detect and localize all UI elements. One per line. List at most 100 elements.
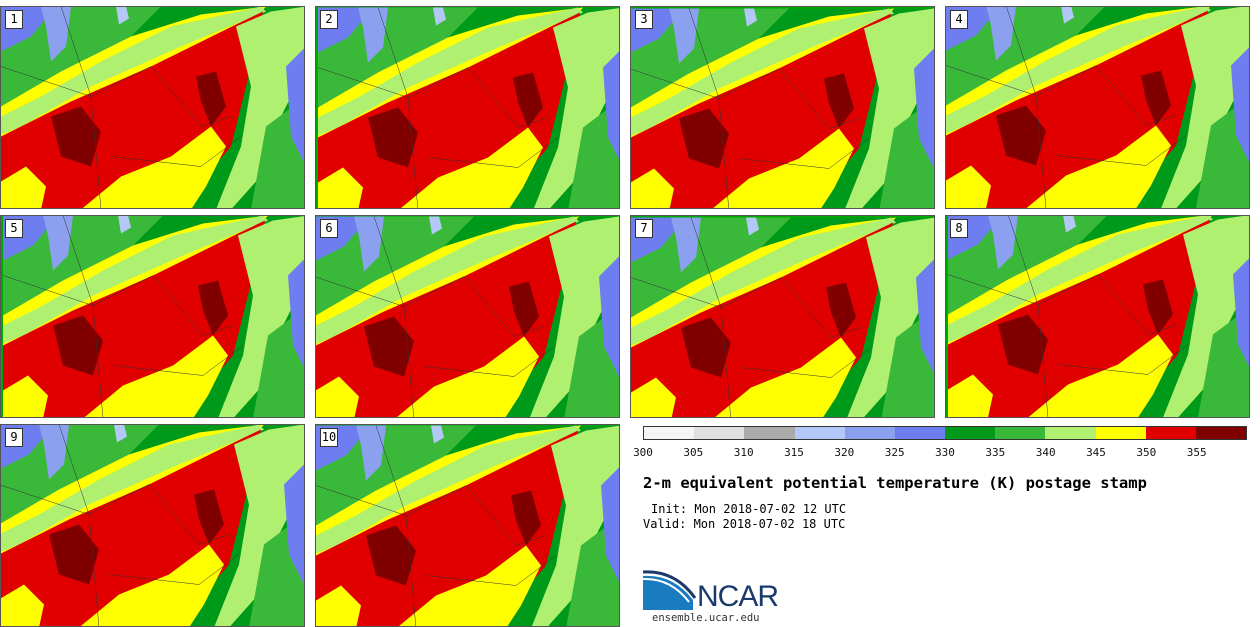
map-contour-region [847, 217, 934, 417]
map-contour-region [631, 8, 789, 117]
map-contour-region [1161, 7, 1249, 208]
map-boundary-line [778, 68, 860, 129]
colorbar-segment [794, 427, 845, 439]
map-boundary-line [1057, 344, 1189, 375]
colorbar-segment [644, 427, 695, 439]
map-contour-region [1143, 279, 1173, 335]
map-contour-region [116, 7, 129, 25]
map-contour-region [1, 7, 266, 135]
map-contour-region [826, 282, 856, 338]
map-contour-region [318, 7, 583, 136]
colorbar-segment [694, 427, 745, 439]
ensemble-member-map: 7 [630, 215, 935, 418]
map-boundary-line [740, 347, 872, 378]
map-boundary-line [1008, 216, 1049, 417]
map-contour-region [948, 216, 1213, 343]
colorbar-tick-label: 325 [884, 446, 905, 459]
colorbar-segment [1195, 427, 1247, 439]
map-contour-region [318, 167, 363, 208]
member-label: 10 [320, 428, 338, 447]
map-5 [2, 216, 304, 417]
map-boundary-line [780, 277, 862, 338]
map-contour-region [513, 72, 543, 128]
plot-title: 2-m equivalent potential temperature (K)… [643, 474, 1147, 492]
ensemble-member-map: 3 [630, 6, 935, 209]
map-contour-region [599, 256, 619, 377]
map-contour-region [401, 127, 543, 208]
ensemble-member-map: 2 [315, 6, 620, 209]
map-contour-region [669, 8, 699, 64]
map-contour-region [216, 7, 304, 208]
map-contour-region [946, 7, 1211, 134]
map-contour-region [1061, 7, 1074, 24]
colorbar-tick-label: 320 [834, 446, 855, 459]
map-contour-region [531, 425, 619, 626]
map-contour-region [631, 168, 674, 208]
map-1 [1, 7, 304, 208]
map-contour-region [1, 166, 46, 208]
map-contour-region [194, 489, 224, 545]
map-boundary-line [738, 138, 870, 169]
map-contour-region [49, 524, 99, 585]
map-boundary-line [423, 346, 555, 377]
map-contour-region [354, 216, 384, 272]
colorbar-tick-label: 315 [784, 446, 804, 459]
map-boundary-line [1055, 135, 1187, 166]
member-label: 7 [635, 219, 653, 238]
ensemble-member-map: 5 [0, 215, 305, 418]
map-contour-region [43, 216, 73, 271]
colorbar-segment [1145, 427, 1196, 439]
map-boundary-line [150, 66, 232, 127]
map-contour-region [671, 217, 701, 273]
map-boundary-line [465, 485, 547, 546]
map-contour-region [433, 7, 446, 26]
colorbar-segment [744, 427, 795, 439]
ensemble-member-map: 8 [945, 215, 1250, 418]
colorbar-tick-label: 330 [935, 446, 955, 459]
map-contour-region [511, 490, 541, 546]
map-contour-region [316, 216, 579, 344]
map-boundary-line [1097, 274, 1179, 335]
colorbar-segment [894, 427, 946, 439]
valid-time: Valid: Mon 2018-07-02 18 UTC [643, 517, 846, 531]
map-contour-region [114, 425, 127, 443]
ensemble-member-map: 1 [0, 6, 305, 209]
map-boundary-line [60, 7, 102, 208]
map-4 [946, 7, 1249, 208]
map-contour-region [253, 308, 304, 417]
colorbar-segment [945, 427, 996, 439]
map-contour-region [214, 425, 304, 626]
map-contour-region [509, 281, 539, 337]
colorbar-segment [844, 427, 895, 439]
map-contour-region [316, 425, 581, 554]
map-contour-region [288, 259, 304, 368]
map-boundary-line [58, 425, 100, 626]
ensemble-member-map: 4 [945, 6, 1250, 209]
colorbar-tick-label: 350 [1136, 446, 1157, 459]
ensemble-member-map: 6 [315, 215, 620, 418]
map-boundary-line [688, 8, 729, 208]
map-boundary-line [152, 275, 234, 336]
map-boundary-line [463, 276, 545, 337]
map-contour-region [316, 585, 361, 626]
member-label: 9 [5, 428, 23, 447]
map-contour-region [1231, 47, 1249, 162]
map-contour-region [1, 425, 264, 552]
colorbar-tick-label: 345 [1086, 446, 1106, 459]
colorbar-tick-label: 305 [683, 446, 704, 459]
map-boundary-line [110, 136, 242, 167]
map-contour-region [533, 8, 619, 208]
map-contour-region [286, 48, 304, 163]
map-contour-region [1, 425, 159, 533]
ncar-logo-icon [643, 570, 697, 610]
map-contour-region [1163, 216, 1249, 417]
map-contour-region [916, 259, 934, 374]
map-contour-region [1028, 334, 1173, 417]
map-contour-region [914, 48, 934, 169]
map-contour-region [399, 545, 541, 626]
map-contour-region [84, 335, 228, 417]
map-contour-region [1198, 307, 1249, 417]
member-label: 5 [5, 219, 23, 238]
map-contour-region [603, 51, 619, 160]
map-contour-region [82, 126, 226, 208]
